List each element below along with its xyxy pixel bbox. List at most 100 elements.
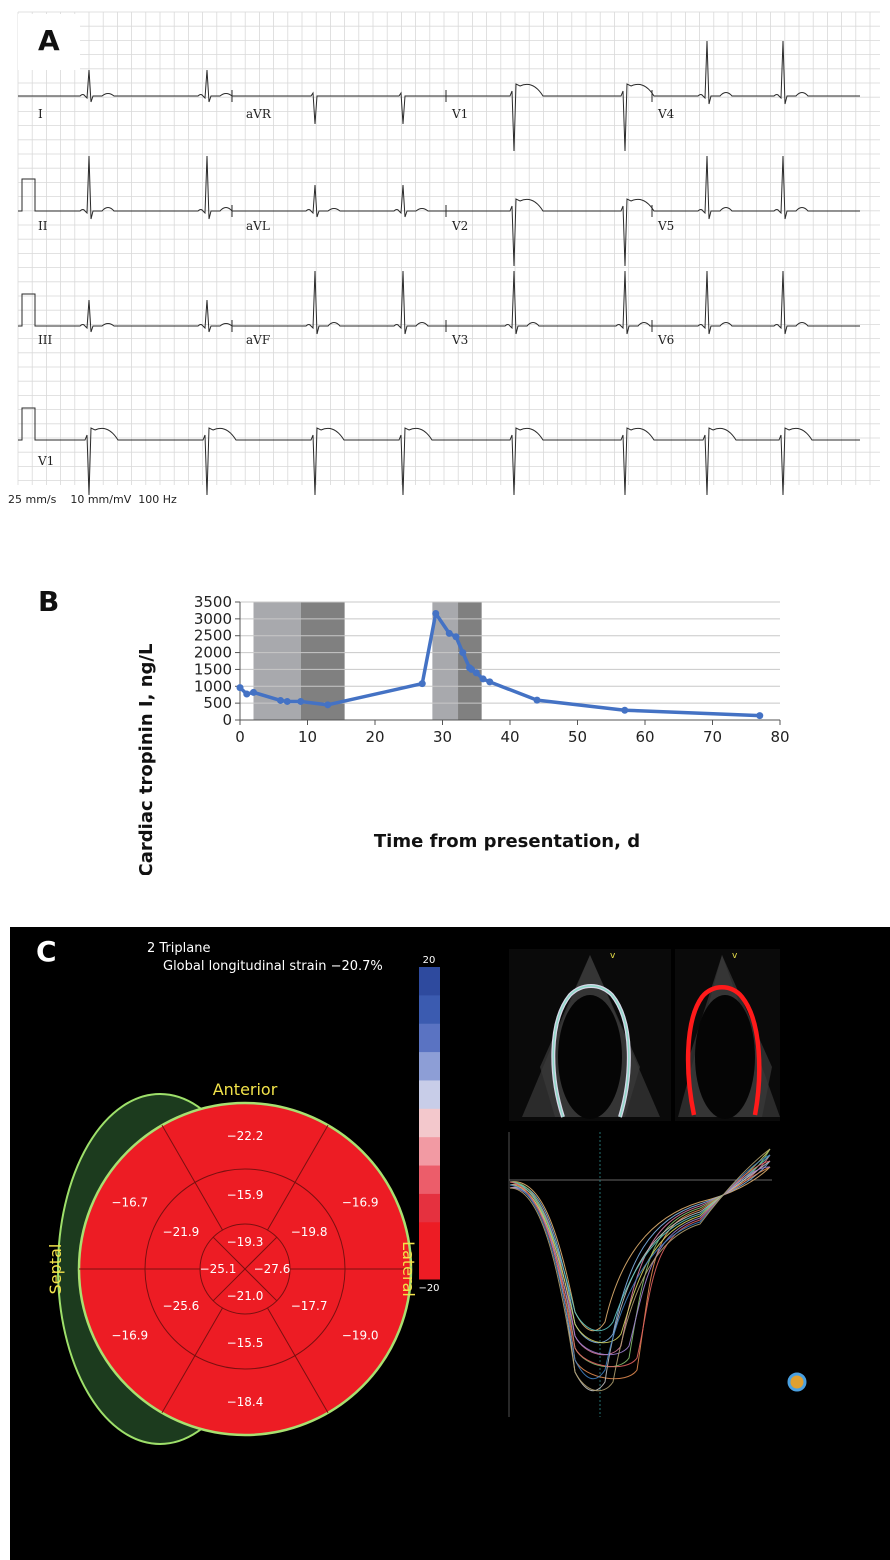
shaded-interval-dark [300, 602, 345, 720]
segment-divider [244, 1236, 278, 1270]
y-tick-label: 2000 [194, 644, 232, 662]
color-scale-step [419, 995, 440, 1025]
segment-divider [267, 1182, 296, 1231]
basal-segment-value: −19.0 [342, 1329, 379, 1343]
color-scale-step [419, 967, 440, 996]
segment-divider [294, 1124, 329, 1183]
color-scale-step [419, 1222, 440, 1252]
data-point [452, 633, 460, 641]
segment-divider [212, 1236, 246, 1270]
data-point [756, 712, 764, 720]
panel-label-c: C [36, 935, 57, 968]
basal-segment-value: −18.4 [227, 1395, 264, 1409]
bullseye-plot: −22.2 −16.9 −19.0 −18.4 −16.9 −16.7 −15.9 −19.8… [46, 949, 807, 1445]
svg-text:v: v [610, 951, 616, 961]
lead-label: V5 [657, 219, 674, 233]
color-wheel-icon [787, 1372, 807, 1392]
ecg-settings-footer: 25 mm/s 10 mm/mV 100 Hz [8, 493, 177, 506]
shaded-intervals [253, 602, 482, 720]
bullseye-segments [77, 1101, 413, 1437]
x-tick-label: 10 [298, 728, 317, 746]
shaded-interval-light [432, 602, 459, 720]
segment-strain-curve [509, 1148, 771, 1392]
color-scale-step [419, 1250, 440, 1280]
mid-segment-value: −25.6 [163, 1299, 200, 1313]
data-point [250, 688, 257, 696]
basal-segment-value: −16.7 [111, 1196, 148, 1210]
data-point [533, 696, 541, 704]
color-scale-step [419, 1193, 440, 1223]
ecg-trace [18, 40, 860, 152]
ecg-trace [18, 270, 860, 335]
scale-max-label: 20 [423, 955, 436, 966]
data-point [277, 696, 284, 704]
segment-divider [161, 1355, 196, 1414]
x-tick-label: 50 [568, 728, 587, 746]
lead-label: I [38, 107, 43, 121]
basal-segment-value: −22.2 [227, 1129, 264, 1143]
x-tick-label: 0 [235, 728, 245, 746]
x-tick-labels: 0 10 20 30 40 50 60 70 80 [235, 720, 790, 746]
bullseye-values: −22.2 −16.9 −19.0 −18.4 −16.9 −16.7 −15.9 −19.8… [111, 1129, 378, 1409]
segment-strain-curve [509, 1166, 771, 1332]
ecg-trace [18, 155, 860, 267]
segment-strain-curve [509, 1148, 771, 1368]
shaded-interval-dark [458, 602, 482, 720]
apical-segment-value: −27.6 [254, 1262, 291, 1276]
y-tick-label: 3000 [194, 610, 232, 628]
troponin-series [236, 609, 764, 720]
global-strain-value: Global longitudinal strain −20.7% [163, 959, 383, 974]
lead-label: V2 [451, 219, 468, 233]
lead-label: aVF [246, 333, 270, 347]
color-scale-step [419, 1108, 440, 1138]
label-septal: Septal [46, 1244, 65, 1295]
lead-label: V4 [657, 107, 675, 121]
y-axis-label: Cardiac tropinin I, ng/L [136, 644, 157, 875]
data-point [243, 690, 251, 698]
segment-divider [294, 1355, 329, 1414]
panel-a-ecg: I aVR V1 V4 II aVL V2 V5 III aVF V3 V6 V… [0, 0, 890, 520]
x-axis-label: Time from presentation, d [374, 831, 640, 852]
ecg-trace [18, 407, 860, 495]
svg-text:v: v [732, 951, 738, 961]
data-point [418, 680, 426, 688]
panel-c-strain: C 2 Triplane Global longitudinal strain … [10, 927, 890, 1560]
lead-label: V3 [451, 333, 468, 347]
color-scale-step [419, 1023, 440, 1053]
y-tick-label: 2500 [194, 627, 232, 645]
strain-curves-plot [507, 1127, 777, 1417]
data-point [236, 684, 244, 692]
segment-divider [212, 1268, 246, 1302]
data-point [472, 669, 480, 677]
segment-strain-curve [509, 1166, 771, 1380]
x-tick-label: 80 [770, 728, 789, 746]
panel-label-b: B [38, 585, 60, 618]
lead-label: aVL [246, 219, 270, 233]
data-point [486, 678, 494, 686]
mid-segment-value: −19.8 [291, 1225, 328, 1239]
color-scale-step [419, 1137, 440, 1167]
segment-divider [194, 1182, 223, 1231]
x-tick-label: 30 [433, 728, 452, 746]
data-point [283, 697, 291, 705]
ecg-lead-labels: I aVR V1 V4 II aVL V2 V5 III aVF V3 V6 V… [37, 107, 675, 468]
echo-image-left: v [509, 949, 671, 1121]
ecg-waveforms [18, 40, 860, 495]
label-anterior: Anterior [213, 1080, 278, 1099]
label-lateral: Lateral [399, 1241, 418, 1297]
apical-segment-value: −21.0 [227, 1289, 264, 1303]
scale-min-label: −20 [418, 1283, 439, 1294]
lead-label: V1 [451, 107, 468, 121]
lead-label: III [38, 333, 52, 347]
y-tick-label: 1500 [194, 660, 232, 678]
data-point [459, 649, 467, 657]
segment-divider [194, 1307, 223, 1356]
lead-label: V6 [657, 333, 674, 347]
ecg-tracing: I aVR V1 V4 II aVL V2 V5 III aVF V3 V6 V… [17, 11, 880, 495]
y-tick-label: 0 [222, 711, 232, 729]
lead-label: II [38, 219, 48, 233]
mid-segment-value: −15.9 [227, 1188, 264, 1202]
panel-label-a: A [38, 24, 60, 57]
x-tick-label: 70 [703, 728, 722, 746]
